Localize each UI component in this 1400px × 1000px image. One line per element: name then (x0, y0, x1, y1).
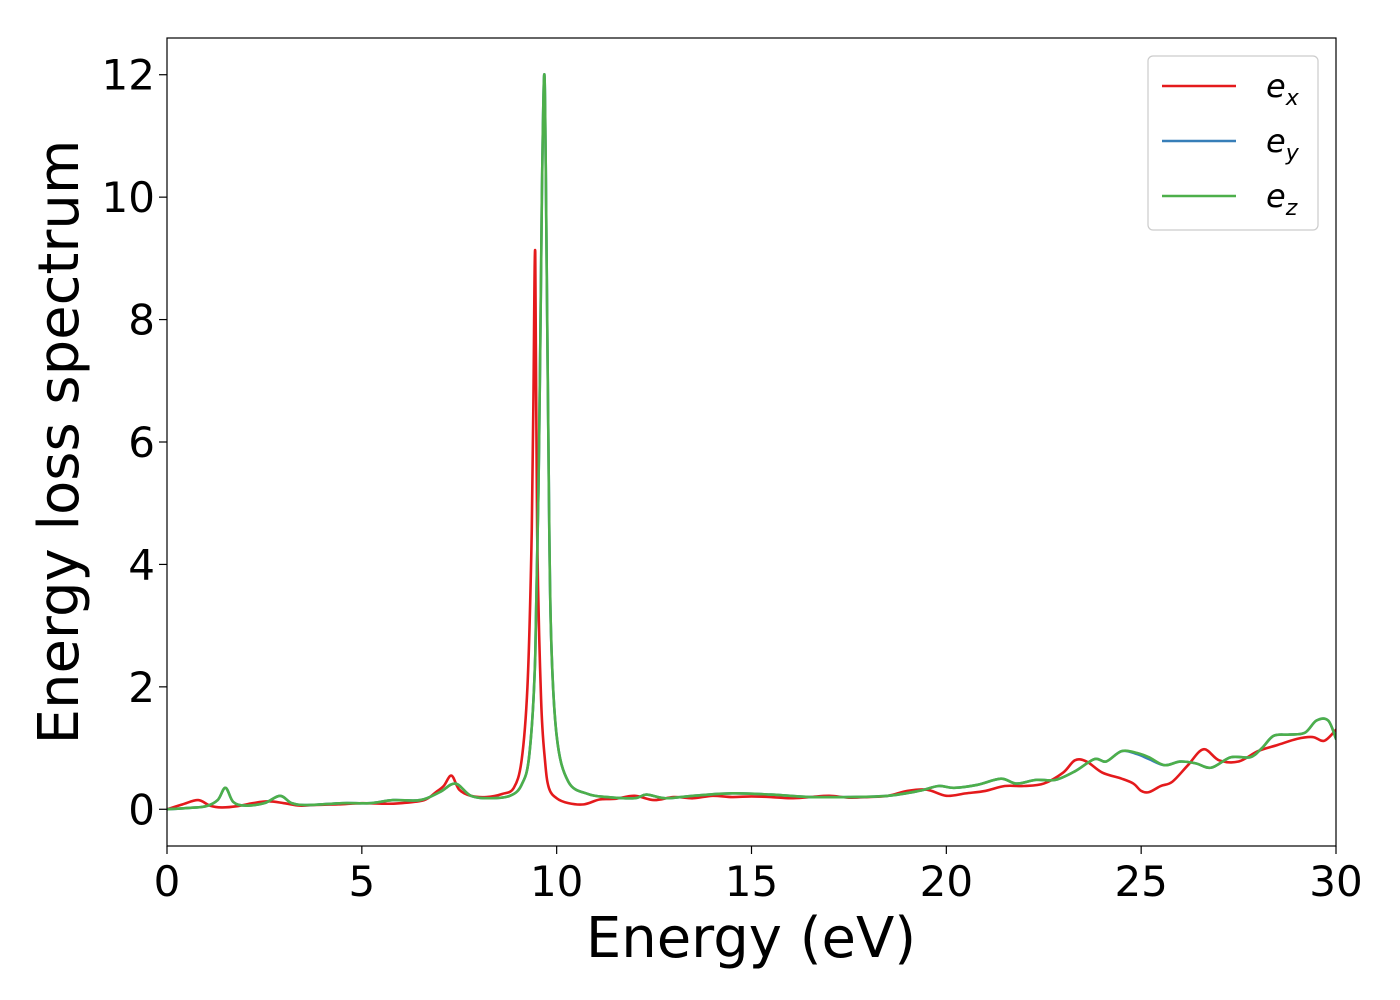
legend-entry-label: ez (1266, 177, 1298, 221)
legend-entry-label: ey (1266, 122, 1300, 166)
legend-entry-base: e (1266, 122, 1286, 160)
legend-entry-base: e (1266, 67, 1286, 105)
x-tick-label: 0 (154, 857, 181, 906)
series-line-e-x (167, 248, 1336, 811)
series-line-e-z (167, 73, 1336, 811)
legend-entry-base: e (1266, 177, 1286, 215)
series-layer (167, 73, 1336, 811)
y-tick-label: 12 (102, 51, 155, 100)
x-tick-label: 10 (530, 857, 583, 906)
x-axis-label: Energy (eV) (586, 906, 916, 971)
x-tick-label: 5 (348, 857, 375, 906)
plot-background (167, 38, 1336, 846)
x-axis-ticks: 0 5 10 15 20 25 30 (154, 846, 1363, 906)
y-tick-label: 2 (128, 663, 155, 712)
legend-entry-label: ex (1266, 67, 1300, 111)
legend-entry-subscript: y (1285, 141, 1300, 166)
legend-entry-subscript: z (1285, 196, 1298, 221)
y-tick-label: 4 (128, 540, 155, 589)
x-tick-label: 15 (725, 857, 778, 906)
x-tick-label: 25 (1114, 857, 1167, 906)
x-tick-label: 20 (920, 857, 973, 906)
y-tick-label: 10 (102, 173, 155, 222)
y-tick-label: 0 (128, 785, 155, 834)
legend-entry-subscript: x (1285, 86, 1300, 111)
y-axis-label: Energy loss spectrum (27, 140, 92, 745)
y-axis-ticks: 0 2 4 6 8 10 12 (102, 51, 167, 834)
y-tick-label: 6 (128, 418, 155, 467)
y-tick-label: 8 (128, 296, 155, 345)
legend-box (1147, 55, 1319, 231)
x-tick-label: 30 (1309, 857, 1362, 906)
